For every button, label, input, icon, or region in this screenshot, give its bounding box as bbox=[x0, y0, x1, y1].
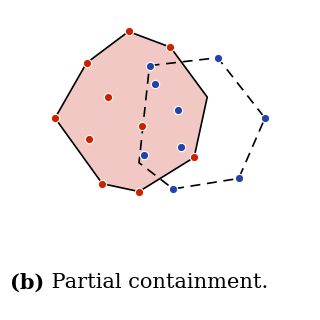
Text: (b): (b) bbox=[10, 273, 44, 292]
Polygon shape bbox=[55, 31, 207, 192]
Text: Partial containment.: Partial containment. bbox=[45, 273, 268, 292]
